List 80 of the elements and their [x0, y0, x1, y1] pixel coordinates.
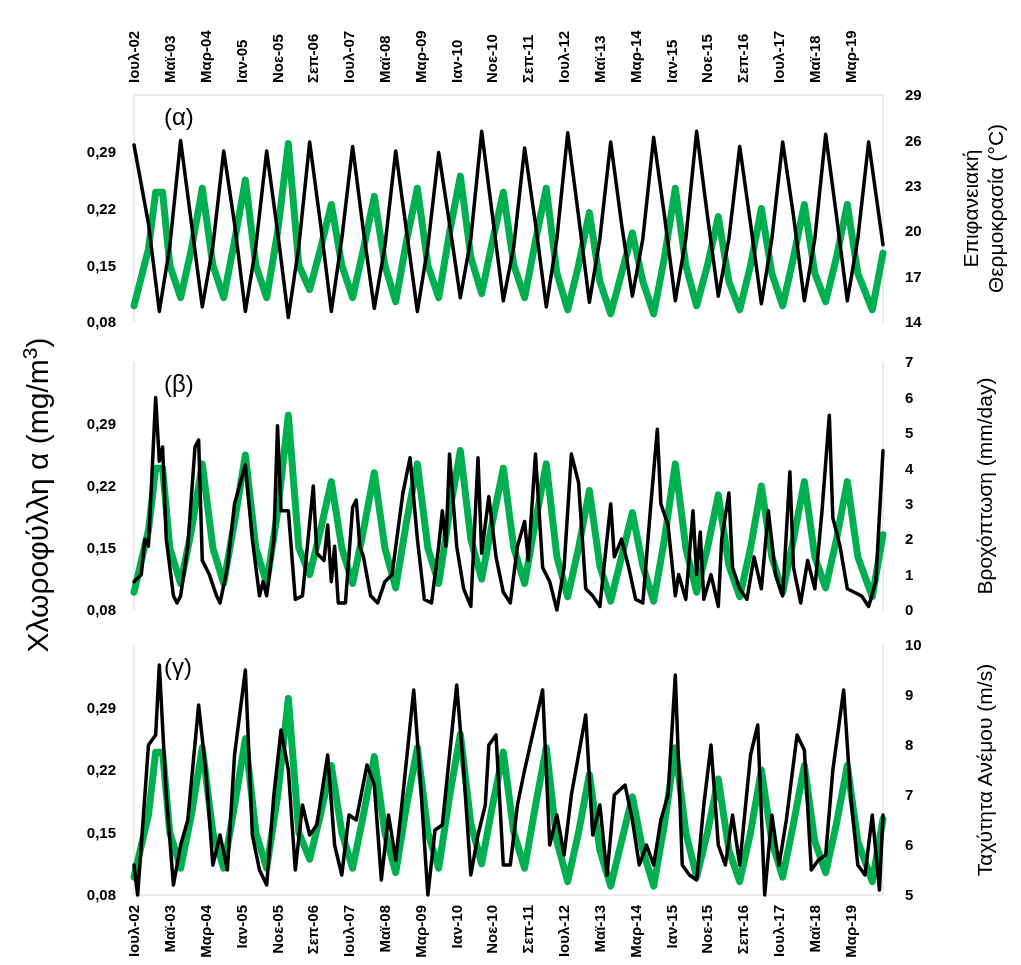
y-tick-label: 0,08	[86, 601, 116, 619]
y2-tick-label: 5	[905, 424, 914, 442]
x-tick-label: Ιαν-15	[662, 39, 680, 83]
x-tick-label: Ιαν-05	[232, 905, 250, 949]
y2-tick-label: 0	[905, 601, 914, 619]
y2-tick-label: 7	[905, 353, 914, 371]
y2-axis-title: Ταχύτητα Ανέμου (m/s)	[973, 663, 997, 877]
y-tick-label: 0,22	[86, 199, 116, 217]
y2-tick-label: 14	[905, 313, 923, 331]
x-tick-label: Μαϊ-08	[375, 35, 393, 83]
y2-tick-label: 26	[905, 131, 922, 149]
x-tick-label: Ιουλ-17	[770, 30, 788, 83]
x-tick-label: Μαρ-09	[411, 30, 429, 83]
x-tick-label: Ιαν-05	[232, 39, 250, 83]
y-tick-label: 0,08	[86, 886, 116, 904]
x-tick-label: Μαϊ-18	[805, 35, 823, 83]
x-tick-label: Ιαν-10	[447, 905, 465, 949]
chart-title: (α)	[164, 103, 194, 130]
x-tick-label: Ιουλ-12	[555, 905, 573, 958]
y2-tick-label: 20	[905, 222, 922, 240]
x-tick-label: Νοε-10	[483, 905, 501, 954]
y2-tick-label: 3	[905, 494, 914, 512]
y2-tick-label: 1	[905, 565, 914, 583]
x-tick-label: Μαρ-19	[841, 905, 859, 958]
x-tick-label: Ιουλ-17	[770, 905, 788, 958]
y-tick-label: 0,22	[86, 761, 116, 779]
x-tick-label: Σεπ-11	[519, 34, 537, 83]
y-tick-label: 0,08	[86, 313, 116, 331]
x-tick-label: Μαϊ-18	[805, 905, 823, 953]
y-tick-label: 0,15	[86, 823, 116, 841]
x-tick-label: Σεπ-16	[734, 905, 752, 955]
x-tick-label: Σεπ-06	[304, 33, 322, 83]
y2-tick-label: 17	[905, 267, 922, 285]
y-tick-label: 0,29	[86, 415, 116, 433]
y2-tick-label: 6	[905, 388, 914, 406]
y-tick-label: 0,29	[86, 698, 116, 716]
x-tick-label: Ιαν-15	[662, 905, 680, 949]
x-tick-label: Μαϊ-08	[375, 905, 393, 953]
x-tick-label: Μαρ-19	[841, 30, 859, 83]
y-tick-label: 0,15	[86, 256, 116, 274]
x-tick-label: Μαϊ-13	[590, 35, 608, 83]
y2-axis-title: Βροχόπτωση (mm/day)	[973, 377, 997, 595]
y2-tick-label: 9	[905, 686, 914, 704]
chart-title: (β)	[164, 370, 194, 397]
x-tick-label: Μαρ-09	[411, 905, 429, 958]
y2-tick-label: 23	[905, 177, 922, 195]
chart-title: (γ)	[164, 653, 192, 680]
y2-axis-title: Επιφανειακή Θερμοκρασία (°C)	[958, 123, 1007, 294]
x-tick-label: Ιουλ-07	[339, 30, 357, 83]
y-tick-label: 0,22	[86, 477, 116, 495]
x-tick-label: Μαϊ-03	[160, 905, 178, 953]
x-tick-label: Μαρ-14	[626, 29, 644, 83]
x-tick-label: Ιαν-10	[447, 39, 465, 83]
y2-tick-label: 2	[905, 530, 914, 548]
y2-tick-label: 6	[905, 836, 914, 854]
x-tick-label: Ιουλ-07	[339, 905, 357, 958]
x-tick-label: Ιουλ-12	[555, 30, 573, 83]
x-tick-label: Μαϊ-13	[590, 905, 608, 953]
x-tick-label: Νοε-15	[698, 34, 716, 83]
x-tick-label: Μαϊ-03	[160, 35, 178, 83]
x-tick-label: Μαρ-14	[626, 904, 644, 958]
y2-tick-label: 5	[905, 886, 914, 904]
y2-tick-label: 10	[905, 636, 922, 654]
y-tick-label: 0,29	[86, 143, 116, 160]
x-tick-label: Νοε-10	[483, 34, 501, 83]
y2-tick-label: 29	[905, 86, 922, 104]
x-tick-label: Νοε-15	[698, 905, 716, 954]
y2-tick-label: 7	[905, 786, 914, 804]
y2-tick-label: 4	[905, 459, 914, 477]
y2-tick-label: 8	[905, 736, 914, 754]
x-tick-label: Νοε-05	[268, 905, 286, 954]
x-tick-label: Νοε-05	[268, 34, 286, 83]
x-tick-label: Σεπ-16	[734, 33, 752, 83]
x-tick-label: Μαρ-04	[196, 904, 214, 958]
x-tick-label: Μαρ-04	[196, 29, 214, 83]
x-tick-label: Σεπ-06	[304, 905, 322, 955]
y-tick-label: 0,15	[86, 539, 116, 557]
x-tick-label: Ιουλ-02	[125, 30, 142, 83]
x-tick-label: Σεπ-11	[519, 905, 537, 954]
x-tick-label: Ιουλ-02	[125, 905, 142, 958]
